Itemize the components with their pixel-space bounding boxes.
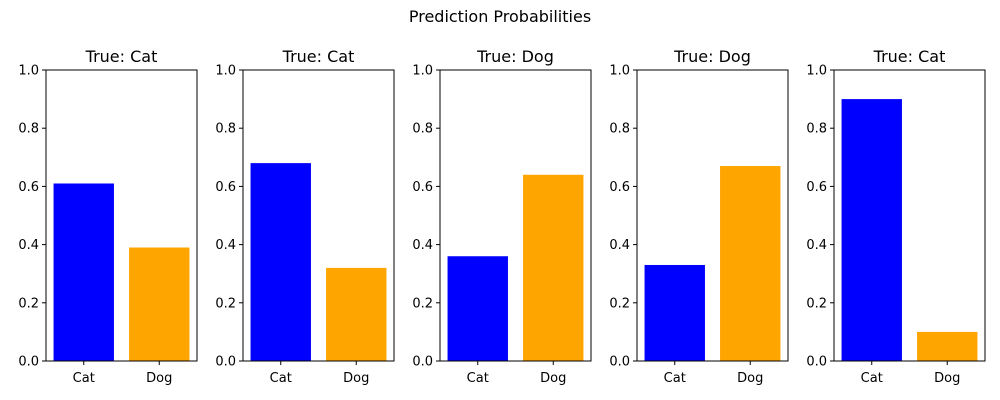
y-tick-label: 0.0 [412,355,433,370]
axes-frame [242,69,395,362]
y-tick-label: 0.4 [412,238,433,253]
y-tick-label: 0.4 [806,238,827,253]
y-tick-label: 0.6 [609,180,630,195]
x-tick-label: Cat [73,371,95,386]
axes-frame [439,69,592,362]
panel-title: True: Cat [282,47,355,66]
chart-panel: True: Dog Cat Dog 0.0 0.2 0.4 0.6 0.8 1.0 [609,47,789,386]
bar-cat [250,163,311,361]
y-tick-label: 0.8 [806,122,827,137]
y-tick-label: 0.8 [412,122,433,137]
y-tick-label: 0.0 [215,355,236,370]
y-tick-label: 0.0 [806,355,827,370]
y-tick-label: 1.0 [412,64,433,79]
y-tick-label: 0.8 [18,122,39,137]
bar-dog [129,247,190,361]
x-tick-label: Cat [664,371,686,386]
y-tick-label: 0.2 [215,296,236,311]
y-tick-label: 0.2 [609,296,630,311]
axes-frame [833,69,986,362]
y-tick-label: 0.2 [412,296,433,311]
x-tick-label: Dog [737,371,763,386]
x-tick-label: Dog [146,371,172,386]
chart-panel: True: Cat Cat Dog 0.0 0.2 0.4 0.6 0.8 1.0 [18,47,198,386]
y-tick-label: 0.4 [18,238,39,253]
figure-suptitle: Prediction Probabilities [409,7,591,26]
panel-title: True: Dog [476,47,554,66]
x-tick-label: Dog [540,371,566,386]
axes-frame [636,69,789,362]
bar-cat [447,256,508,361]
x-tick-label: Cat [861,371,883,386]
y-tick-label: 0.6 [412,180,433,195]
panel-title: True: Cat [85,47,158,66]
x-tick-label: Cat [467,371,489,386]
y-tick-label: 1.0 [18,64,39,79]
chart-panel: True: Dog Cat Dog 0.0 0.2 0.4 0.6 0.8 1.0 [412,47,592,386]
bar-dog [720,166,781,361]
y-tick-label: 0.2 [18,296,39,311]
y-tick-label: 0.4 [215,238,236,253]
x-tick-label: Dog [343,371,369,386]
bar-dog [917,331,978,361]
bar-cat [644,264,705,361]
chart-panel: True: Cat Cat Dog 0.0 0.2 0.4 0.6 0.8 1.0 [215,47,395,386]
bar-cat [841,99,902,361]
chart-panel: True: Cat Cat Dog 0.0 0.2 0.4 0.6 0.8 1.0 [806,47,986,386]
x-tick-label: Dog [934,371,960,386]
y-tick-label: 0.6 [215,180,236,195]
y-tick-label: 1.0 [215,64,236,79]
y-tick-label: 1.0 [806,64,827,79]
panel-title: True: Dog [673,47,751,66]
y-tick-label: 1.0 [609,64,630,79]
bar-dog [326,267,387,361]
y-tick-label: 0.6 [18,180,39,195]
y-tick-label: 0.8 [609,122,630,137]
axes-frame [45,69,198,362]
y-tick-label: 0.2 [806,296,827,311]
y-tick-label: 0.0 [609,355,630,370]
panel-title: True: Cat [873,47,946,66]
bar-cat [53,183,114,361]
y-tick-label: 0.4 [609,238,630,253]
y-tick-label: 0.6 [806,180,827,195]
y-tick-label: 0.0 [18,355,39,370]
bar-dog [523,174,584,361]
y-tick-label: 0.8 [215,122,236,137]
x-tick-label: Cat [270,371,292,386]
